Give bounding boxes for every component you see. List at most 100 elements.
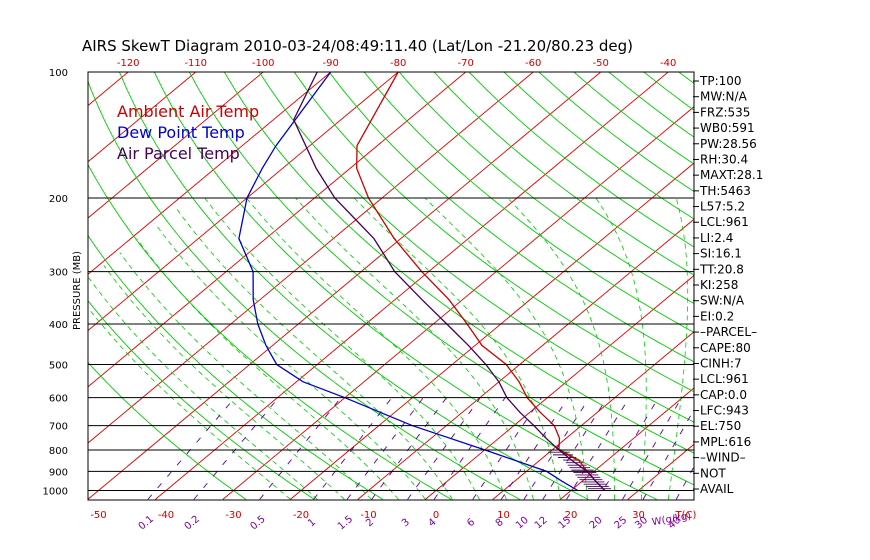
ambient-air-temp-line <box>356 72 606 491</box>
mixing-ratio-line <box>433 397 506 500</box>
mixing-ratio-line <box>193 397 279 500</box>
mixing-ratio-line <box>500 397 569 500</box>
dry-adiabat-line <box>293 72 694 393</box>
mixing-ratio-line <box>566 397 630 500</box>
isotherm-line <box>88 72 601 500</box>
dry-adiabat-line <box>433 72 694 276</box>
y-tick-label: 100 <box>49 68 68 79</box>
stat-item: SW:N/A <box>700 294 745 308</box>
isotherm-line <box>222 106 694 500</box>
background-grid <box>88 72 870 500</box>
y-tick-label: 700 <box>49 422 68 433</box>
dew-point-temp-line <box>238 72 579 492</box>
stat-item: MPL:616 <box>700 435 751 449</box>
bottom-tick-label: -10 <box>360 510 376 521</box>
isotherm-line <box>88 72 196 163</box>
top-tick-label: -90 <box>323 58 339 69</box>
legend-entry: Air Parcel Temp <box>117 144 240 163</box>
stat-item: RH:30.4 <box>700 152 748 166</box>
isotherm-line <box>88 72 466 388</box>
mixing-ratio-line <box>542 397 608 500</box>
mixing-ratio-label: 3 <box>400 517 412 530</box>
mixing-ratio-label: 20 <box>588 515 605 532</box>
dry-adiabat-line <box>88 80 520 500</box>
mixing-ratio-label: 0.2 <box>183 514 202 533</box>
bottom-tick-label: -20 <box>293 510 309 521</box>
stat-item: AVAIL <box>700 482 734 496</box>
mixing-ratio-line <box>259 397 342 500</box>
dry-adiabat-line <box>363 72 694 333</box>
dry-adiabat-line <box>468 72 694 248</box>
mixing-ratio-label: 4 <box>427 517 439 530</box>
mixing-ratio-line <box>371 397 447 500</box>
isotherm-line <box>425 274 694 500</box>
dry-adiabat-line <box>398 72 694 305</box>
isotherm-line <box>88 72 331 275</box>
isotherm-line <box>88 72 399 332</box>
stat-item: LFC:943 <box>700 404 749 418</box>
top-tick-label: -60 <box>525 58 541 69</box>
moist-adiabat-line <box>295 197 534 500</box>
isotherm-line <box>88 72 534 444</box>
stat-item: WB0:591 <box>700 121 755 135</box>
stat-item: KI:258 <box>700 278 738 292</box>
stat-item: LCL:961 <box>700 215 749 229</box>
bottom-tick-label: -40 <box>158 510 174 521</box>
stat-item: TT:20.8 <box>699 262 744 276</box>
y-tick-label: 800 <box>49 446 68 457</box>
bottom-tick-label: 30 <box>632 510 645 521</box>
mixing-ratio-line <box>675 465 694 500</box>
stat-item: SI:16.1 <box>700 247 742 261</box>
moist-adiabat-line <box>136 238 399 500</box>
mixing-ratio-line <box>346 397 424 500</box>
dry-adiabat-line <box>258 72 694 423</box>
air-parcel-temp-line <box>292 72 606 491</box>
isotherm-line <box>88 72 129 107</box>
mixing-ratio-label: 1 <box>306 517 318 530</box>
moist-adiabat-line <box>246 197 507 500</box>
stat-item: –WIND– <box>700 451 746 465</box>
moist-adiabat-line <box>507 197 615 500</box>
top-tick-label: -50 <box>593 58 609 69</box>
y-tick-label: 300 <box>49 268 68 279</box>
mixing-ratio-label: 0.1 <box>137 514 156 533</box>
dry-adiabat-line <box>153 72 657 500</box>
moist-adiabat-line <box>88 307 291 500</box>
moist-adiabat-line <box>353 197 561 500</box>
moist-adiabat-line <box>174 206 453 500</box>
stat-item: MAXT:28.1 <box>700 168 763 182</box>
isotherm-line <box>492 331 694 500</box>
stat-item: CAP:0.0 <box>700 388 747 402</box>
bottom-tick-label: 20 <box>565 510 578 521</box>
stat-item: LCL:961 <box>700 372 749 386</box>
stat-item: LI:2.4 <box>700 231 733 245</box>
mixing-ratio-label: 8 <box>494 517 506 530</box>
legend-entry: Ambient Air Temp <box>117 102 259 121</box>
isotherm-line <box>830 72 870 499</box>
y-tick-label: 200 <box>49 194 68 205</box>
mixing-ratio-label: 6 <box>465 517 477 530</box>
mixing-ratio-line <box>642 408 694 500</box>
moist-adiabat-line <box>424 197 588 500</box>
x-unit-label: T(C) <box>675 510 697 521</box>
mixing-ratio-label: 2 <box>364 517 376 530</box>
bottom-tick-label: 10 <box>497 510 510 521</box>
mixing-ratio-label: 10 <box>514 515 531 532</box>
mixing-ratio-label: 12 <box>533 515 550 532</box>
bottom-tick-label: 0 <box>433 510 439 521</box>
top-tick-label: -40 <box>660 58 676 69</box>
mixing-ratio-line <box>313 397 393 500</box>
mixing-ratio-label: 25 <box>612 515 629 532</box>
dry-adiabat-line <box>328 72 694 363</box>
moist-adiabat-line <box>595 197 647 500</box>
series-lines <box>238 72 606 492</box>
isotherm-line <box>88 72 264 219</box>
dry-adiabat-line <box>118 72 589 500</box>
stat-item: CAPE:80 <box>700 341 751 355</box>
isotherm-line <box>155 72 669 500</box>
dry-adiabat-line <box>188 72 694 486</box>
mixing-ratio-label: 0.5 <box>248 514 267 533</box>
stat-item: TP:100 <box>699 74 742 88</box>
y-tick-label: 1000 <box>43 487 68 498</box>
